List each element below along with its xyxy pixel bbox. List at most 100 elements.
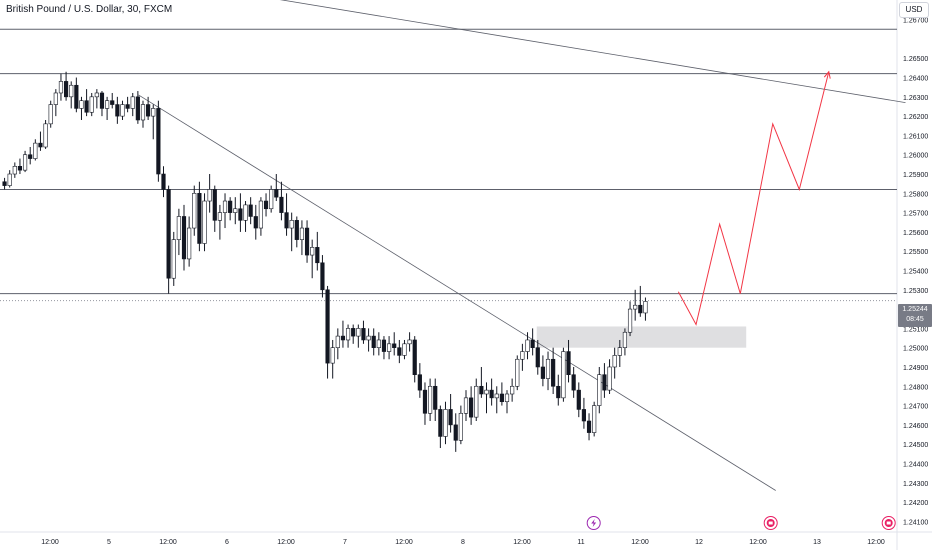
candle <box>607 359 612 394</box>
candle-body <box>38 142 43 148</box>
candle-body <box>130 96 135 109</box>
trendline-1 <box>138 94 776 491</box>
candle-body <box>540 366 545 379</box>
candle <box>433 378 438 422</box>
candle-body <box>474 385 479 418</box>
candle-body <box>597 374 602 406</box>
x-tick-label: 12:00 <box>159 539 177 546</box>
candle-body <box>304 227 310 256</box>
candle <box>571 366 576 398</box>
candle <box>274 174 279 202</box>
candle <box>212 185 217 232</box>
candle <box>289 212 294 252</box>
candle <box>243 201 248 232</box>
x-tick-label: 12:00 <box>277 539 295 546</box>
candle-body <box>120 104 125 117</box>
candle-body <box>253 216 258 229</box>
candle <box>602 363 607 398</box>
candle-body <box>345 328 351 341</box>
candle-body <box>443 409 448 437</box>
candle-body <box>53 92 58 105</box>
y-tick-label: 1.24700 <box>903 404 928 411</box>
candle <box>125 96 130 113</box>
candle <box>166 185 171 294</box>
candle-body <box>422 389 428 414</box>
chart-title: British Pound / U.S. Dollar, 30, FXCM <box>6 4 173 15</box>
candle-body <box>535 347 540 368</box>
candle-body <box>545 358 551 379</box>
candle <box>315 231 320 271</box>
candle-body <box>581 409 587 422</box>
candle <box>222 193 228 229</box>
candle-body <box>63 81 69 98</box>
candle <box>48 100 53 128</box>
candle-body <box>43 123 48 148</box>
candle <box>617 339 622 367</box>
candle <box>181 204 187 271</box>
candle-body <box>340 335 346 341</box>
candle-body <box>433 385 438 410</box>
candle-body <box>627 308 633 333</box>
candle-body <box>228 200 233 213</box>
candle-body <box>2 181 7 186</box>
candle <box>304 220 310 263</box>
y-tick-label: 1.25000 <box>903 346 928 353</box>
candle <box>530 328 535 356</box>
candle <box>17 158 23 175</box>
candle-body <box>381 339 387 352</box>
candle-body <box>376 339 381 348</box>
candle <box>361 320 366 344</box>
candle <box>58 73 64 101</box>
currency-button[interactable]: USD <box>899 2 929 18</box>
candle <box>402 339 407 360</box>
candle <box>551 347 556 394</box>
candle-body <box>294 220 299 240</box>
candle <box>474 378 479 422</box>
candle <box>545 351 551 391</box>
candle-body <box>279 196 284 213</box>
lightning-bolt-icon[interactable] <box>586 516 601 530</box>
calendar-flag-icon[interactable] <box>763 516 778 530</box>
candle <box>428 378 433 422</box>
candle <box>438 405 443 449</box>
candle-body <box>284 212 289 229</box>
candle-body <box>469 397 474 418</box>
candle <box>412 336 417 383</box>
candle <box>63 71 69 101</box>
candle <box>233 197 238 225</box>
candle <box>376 332 381 356</box>
candle-body <box>33 142 38 159</box>
candle <box>2 177 7 190</box>
candle <box>525 332 530 360</box>
candle-body <box>207 189 212 202</box>
calendar-flag-icon[interactable] <box>881 516 896 530</box>
candle-body <box>397 347 402 356</box>
y-tick-label: 1.24500 <box>903 442 928 449</box>
candle <box>28 147 33 165</box>
candle-body <box>412 339 417 376</box>
candle-body <box>633 304 638 310</box>
candle-body <box>607 366 612 391</box>
candle <box>279 181 284 221</box>
candle-body <box>135 96 140 121</box>
candle <box>94 89 99 109</box>
x-tick-label: 12:00 <box>749 539 767 546</box>
candle <box>310 239 315 279</box>
candle <box>171 231 176 286</box>
candle <box>22 150 28 173</box>
candle <box>345 324 351 348</box>
candle-body <box>530 339 535 348</box>
candle <box>269 185 274 213</box>
current-price-badge: 1.25244 08:45 <box>898 304 932 327</box>
x-tick-label: 8 <box>461 539 465 546</box>
candle <box>161 166 166 198</box>
candle-body <box>187 227 192 260</box>
candle <box>556 374 561 406</box>
candle <box>643 297 648 321</box>
candle-body <box>176 216 181 240</box>
candle <box>130 92 135 117</box>
candle <box>120 100 125 120</box>
candle <box>515 355 520 391</box>
candle <box>146 96 151 120</box>
